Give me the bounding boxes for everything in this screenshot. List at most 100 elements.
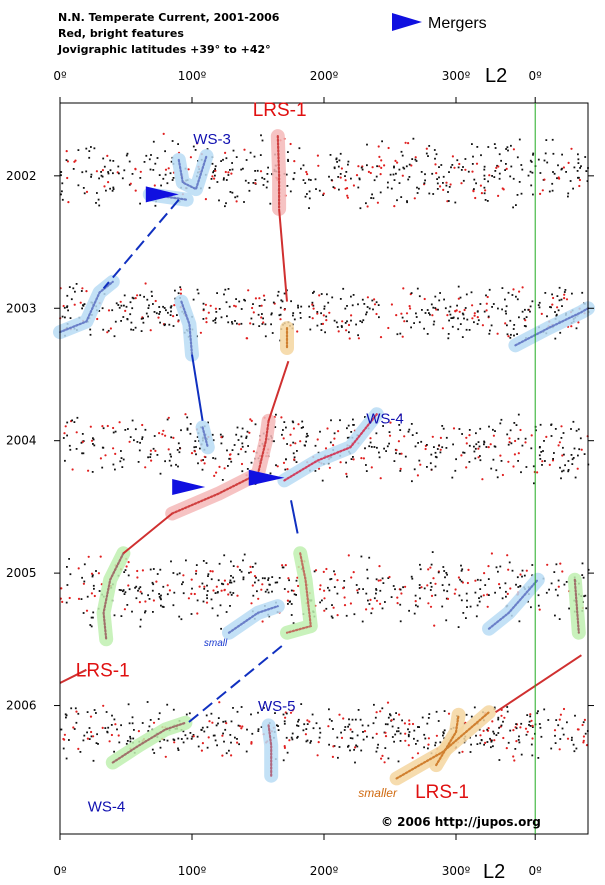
observation-dot bbox=[93, 147, 96, 150]
red-feature-dot bbox=[414, 156, 417, 159]
red-feature-dot bbox=[496, 332, 499, 335]
observation-dot bbox=[216, 744, 218, 747]
observation-dot bbox=[128, 588, 131, 591]
observation-dot bbox=[352, 456, 354, 458]
observation-dot bbox=[426, 309, 429, 311]
observation-dot bbox=[339, 152, 342, 155]
red-feature-dot bbox=[577, 321, 580, 324]
red-feature-dot bbox=[386, 701, 390, 704]
observation-dot bbox=[314, 178, 317, 181]
observation-dot bbox=[186, 737, 189, 740]
observation-dot bbox=[306, 435, 309, 437]
observation-dot bbox=[460, 564, 462, 567]
observation-dot bbox=[89, 328, 92, 331]
observation-dot bbox=[66, 305, 69, 308]
observation-dot bbox=[437, 308, 439, 311]
observation-dot bbox=[242, 167, 244, 170]
observation-dot bbox=[154, 204, 157, 207]
red-feature-dot bbox=[519, 428, 522, 432]
observation-dot bbox=[451, 325, 454, 328]
red-feature-dot bbox=[337, 330, 340, 333]
red-feature-dot bbox=[426, 584, 429, 587]
red-feature-dot bbox=[431, 314, 434, 317]
observation-dot bbox=[571, 463, 574, 465]
observation-dot bbox=[117, 304, 120, 306]
observation-dot bbox=[430, 303, 433, 306]
observation-dot bbox=[92, 759, 95, 762]
observation-dot bbox=[224, 728, 227, 731]
red-feature-dot bbox=[384, 735, 388, 738]
observation-dot bbox=[582, 721, 585, 724]
observation-dot bbox=[504, 169, 506, 171]
observation-dot bbox=[263, 299, 266, 301]
observation-dot bbox=[418, 587, 421, 589]
observation-dot bbox=[95, 570, 97, 572]
observation-dot bbox=[168, 323, 171, 326]
observation-dot bbox=[399, 429, 402, 431]
observation-dot bbox=[457, 317, 459, 320]
observation-dot bbox=[438, 444, 440, 447]
observation-dot bbox=[86, 711, 89, 713]
red-feature-dot bbox=[141, 423, 144, 427]
red-feature-dot bbox=[434, 582, 437, 585]
observation-dot bbox=[185, 559, 187, 562]
observation-dot bbox=[134, 586, 136, 589]
red-feature-dot bbox=[323, 609, 326, 612]
observation-dot bbox=[579, 437, 582, 440]
observation-dot bbox=[222, 732, 224, 735]
observation-dot bbox=[551, 293, 553, 296]
red-feature-dot bbox=[373, 303, 377, 306]
observation-dot bbox=[257, 728, 260, 731]
red-feature-dot bbox=[408, 723, 411, 726]
observation-dot bbox=[292, 622, 295, 625]
observation-dot bbox=[529, 305, 532, 308]
observation-dot bbox=[470, 715, 473, 718]
observation-dot bbox=[480, 739, 483, 742]
observation-dot bbox=[479, 742, 482, 745]
observation-dot bbox=[538, 306, 541, 309]
observation-dot bbox=[547, 719, 550, 721]
red-feature-dot bbox=[63, 733, 66, 736]
observation-dot bbox=[171, 140, 174, 142]
observation-dot bbox=[378, 451, 380, 454]
observation-dot bbox=[406, 320, 408, 323]
observation-dot bbox=[112, 160, 115, 162]
observation-dot bbox=[329, 441, 332, 444]
red-feature-dot bbox=[201, 742, 204, 745]
observation-dot bbox=[574, 476, 577, 479]
red-feature-dot bbox=[154, 299, 157, 303]
observation-dot bbox=[518, 620, 521, 623]
red-feature-dot bbox=[280, 416, 283, 419]
observation-dot bbox=[419, 597, 421, 600]
observation-dot bbox=[546, 161, 549, 164]
red-feature-dot bbox=[107, 309, 111, 312]
red-feature-dot bbox=[75, 710, 78, 713]
red-feature-dot bbox=[241, 725, 244, 728]
red-feature-dot bbox=[240, 462, 244, 466]
observation-dot bbox=[554, 428, 557, 430]
observation-dot bbox=[242, 559, 244, 562]
observation-dot bbox=[497, 570, 499, 573]
red-feature-dot bbox=[90, 592, 93, 595]
observation-dot bbox=[440, 164, 443, 166]
observation-dot bbox=[408, 428, 411, 431]
observation-dot bbox=[385, 450, 387, 452]
observation-dot bbox=[495, 734, 498, 736]
observation-dot bbox=[225, 611, 228, 613]
red-feature-dot bbox=[560, 425, 563, 428]
observation-dot bbox=[267, 591, 270, 594]
observation-dot bbox=[235, 298, 237, 300]
observation-dot bbox=[211, 607, 214, 610]
observation-dot bbox=[166, 418, 169, 421]
observation-dot bbox=[314, 470, 317, 472]
red-feature-dot bbox=[291, 709, 294, 712]
red-feature-dot bbox=[65, 150, 68, 153]
red-feature-dot bbox=[190, 578, 193, 581]
observation-dot bbox=[290, 300, 292, 303]
observation-dot bbox=[487, 315, 490, 318]
red-feature-dot bbox=[196, 142, 199, 145]
observation-dot bbox=[148, 158, 151, 161]
observation-dot bbox=[107, 172, 110, 175]
red-feature-dot bbox=[362, 457, 365, 460]
observation-dot bbox=[139, 177, 142, 179]
